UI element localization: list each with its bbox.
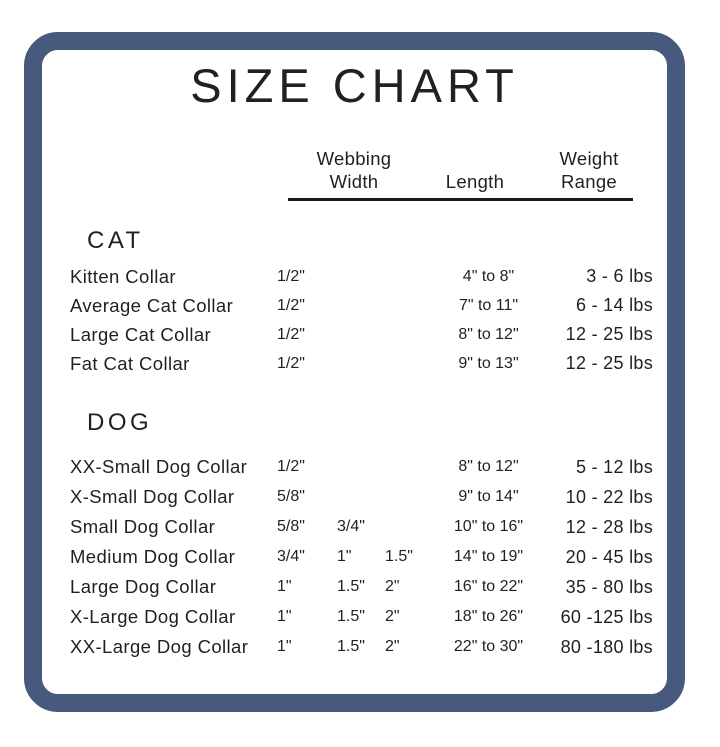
table-row: Kitten Collar 1/2" 4" to 8" 3 - 6 lbs (70, 262, 653, 291)
cell-webbing-width-1: 1/2" (277, 458, 305, 475)
cell-webbing-width-2: 1.5" (337, 578, 365, 595)
cell-webbing-width-1: 1" (277, 608, 292, 625)
cell-webbing-width-1: 1/2" (277, 296, 305, 314)
cell-length: 8" to 12" (458, 325, 519, 343)
column-header-webbing-width: Webbing Width (317, 147, 392, 193)
cell-webbing-width-3: 2" (385, 578, 400, 595)
cell-webbing-width-1: 3/4" (277, 548, 305, 565)
cell-name: Medium Dog Collar (70, 546, 236, 567)
cell-webbing-width-1: 1/2" (277, 325, 305, 343)
cell-weight-range: 10 - 22 lbs (565, 486, 653, 507)
cell-length: 22" to 30" (453, 638, 524, 655)
column-header-weight-range: Weight Range (559, 147, 618, 193)
size-chart-card: SIZE CHART Webbing Width Length Weight R… (24, 32, 685, 712)
header-underline (288, 198, 633, 201)
cell-name: X-Small Dog Collar (70, 486, 235, 507)
cell-length: 18" to 26" (453, 608, 524, 625)
cell-name: Small Dog Collar (70, 516, 216, 537)
cell-length: 14" to 19" (453, 548, 524, 565)
cell-name: X-Large Dog Collar (70, 606, 236, 627)
cell-webbing-width-2: 1.5" (337, 638, 365, 655)
cell-webbing-width-2: 1.5" (337, 608, 365, 625)
cell-webbing-width-1: 5/8" (277, 518, 305, 535)
cell-weight-range: 6 - 14 lbs (575, 295, 653, 315)
page-title: SIZE CHART (190, 59, 519, 112)
cell-length: 7" to 11" (458, 296, 519, 314)
cell-length: 9" to 14" (458, 488, 519, 505)
table-row: X-Small Dog Collar 5/8" 9" to 14" 10 - 2… (70, 482, 653, 512)
cell-weight-range: 35 - 80 lbs (565, 576, 653, 597)
table-row: Small Dog Collar 5/8" 3/4" 10" to 16" 12… (70, 512, 653, 542)
dog-rows: XX-Small Dog Collar 1/2" 8" to 12" 5 - 1… (70, 452, 653, 662)
cell-length: 10" to 16" (453, 518, 524, 535)
column-header-weight-line1: Weight (559, 148, 619, 169)
cell-weight-range: 12 - 25 lbs (565, 324, 653, 344)
table-row: Average Cat Collar 1/2" 7" to 11" 6 - 14… (70, 291, 653, 320)
cell-name: XX-Small Dog Collar (70, 456, 248, 477)
cell-webbing-width-1: 1/2" (277, 354, 305, 372)
cell-weight-range: 20 - 45 lbs (565, 546, 653, 567)
cell-name: Fat Cat Collar (70, 352, 190, 374)
cell-name: XX-Large Dog Collar (70, 636, 249, 657)
cell-length: 9" to 13" (458, 354, 519, 372)
column-header-webbing-line2: Width (329, 171, 379, 192)
table-row: XX-Large Dog Collar 1" 1.5" 2" 22" to 30… (70, 632, 653, 662)
cell-weight-range: 3 - 6 lbs (586, 266, 653, 286)
table-row: Fat Cat Collar 1/2" 9" to 13" 12 - 25 lb… (70, 349, 653, 378)
cell-weight-range: 60 -125 lbs (560, 606, 653, 627)
cell-webbing-width-2: 3/4" (337, 518, 365, 535)
column-header-weight-line2: Range (560, 171, 618, 192)
cell-weight-range: 80 -180 lbs (560, 636, 653, 657)
table-row: Medium Dog Collar 3/4" 1" 1.5" 14" to 19… (70, 542, 653, 572)
cat-rows: Kitten Collar 1/2" 4" to 8" 3 - 6 lbs Av… (70, 262, 653, 378)
cell-length: 4" to 8" (462, 267, 515, 285)
cell-webbing-width-1: 1" (277, 638, 292, 655)
cell-weight-range: 5 - 12 lbs (575, 456, 653, 477)
cell-webbing-width-3: 2" (385, 638, 400, 655)
cell-name: Average Cat Collar (70, 294, 234, 316)
column-header-length: Length (445, 171, 505, 192)
cell-length: 16" to 22" (453, 578, 524, 595)
cell-name: Large Cat Collar (70, 323, 212, 345)
cell-webbing-width-1: 1/2" (277, 267, 305, 285)
cell-webbing-width-3: 1.5" (385, 548, 413, 565)
cell-webbing-width-3: 2" (385, 608, 400, 625)
table-row: Large Cat Collar 1/2" 8" to 12" 12 - 25 … (70, 320, 653, 349)
table-row: Large Dog Collar 1" 1.5" 2" 16" to 22" 3… (70, 572, 653, 602)
cell-webbing-width-1: 1" (277, 578, 292, 595)
section-label-dog: DOG (87, 409, 153, 436)
cell-name: Large Dog Collar (70, 576, 217, 597)
table-row: X-Large Dog Collar 1" 1.5" 2" 18" to 26"… (70, 602, 653, 632)
section-label-cat: CAT (87, 227, 144, 254)
column-header-webbing-line1: Webbing (316, 148, 392, 169)
cell-webbing-width-1: 5/8" (277, 488, 305, 505)
cell-length: 8" to 12" (458, 458, 519, 475)
cell-webbing-width-2: 1" (337, 548, 352, 565)
table-row: XX-Small Dog Collar 1/2" 8" to 12" 5 - 1… (70, 452, 653, 482)
cell-name: Kitten Collar (70, 265, 176, 287)
cell-weight-range: 12 - 28 lbs (565, 516, 653, 537)
cell-weight-range: 12 - 25 lbs (565, 353, 653, 373)
